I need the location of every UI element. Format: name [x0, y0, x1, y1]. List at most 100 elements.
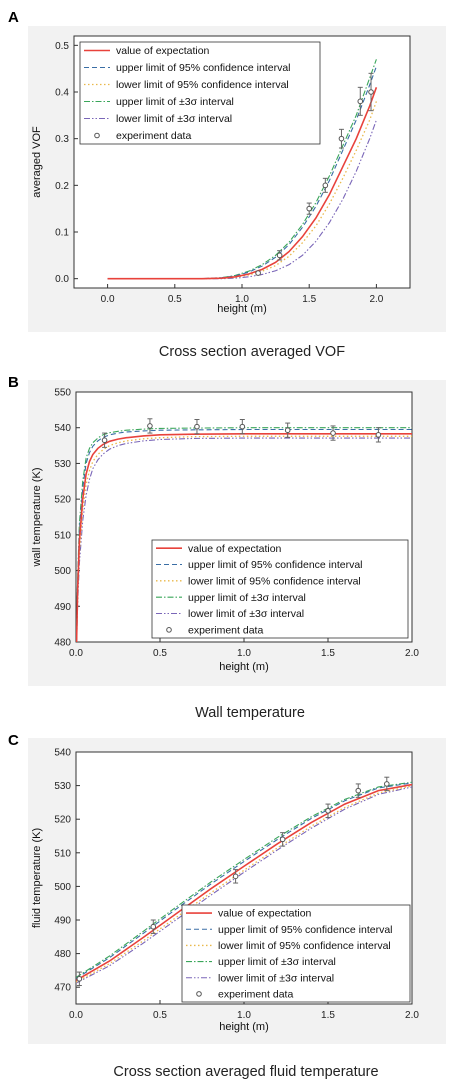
y-tick-label: 0.2 [55, 181, 69, 192]
experiment-point [325, 808, 331, 814]
y-tick-label: 0.5 [55, 41, 69, 52]
experiment-point [330, 430, 336, 436]
series-line [76, 435, 412, 642]
series-group [107, 59, 378, 280]
experiment-point [194, 423, 200, 430]
legend: value of expectation upper limit of 95% c… [151, 539, 409, 639]
panel-letter: C [8, 732, 19, 749]
panel-letter: A [8, 9, 19, 26]
legend-label: lower limit of ±3σ interval [116, 113, 232, 125]
y-axis-label: fluid temperature (K) [31, 828, 43, 928]
experiment-point [322, 182, 329, 189]
x-tick-label: 1.5 [321, 648, 335, 659]
legend: value of expectation upper limit of 95% c… [181, 904, 411, 1003]
experiment-point [375, 432, 382, 438]
legend-label: upper limit of ±3σ interval [188, 592, 306, 604]
y-axis-label: wall temperature (K) [31, 467, 43, 567]
y-tick-label: 540 [54, 748, 71, 759]
y-tick-label: 490 [54, 916, 71, 927]
legend-box [151, 539, 409, 639]
x-tick-label: 0.0 [69, 648, 83, 659]
y-tick-label: 480 [54, 638, 71, 649]
legend-label: upper limit of 95% confidence interval [218, 924, 393, 936]
legend-label: experiment data [116, 130, 191, 142]
series-line [107, 66, 377, 280]
legend-box [181, 904, 411, 1003]
x-tick-label: 0.5 [168, 294, 182, 305]
y-tick-label: 530 [54, 781, 71, 792]
x-tick-label: 0.5 [153, 1010, 167, 1021]
legend-label: value of expectation [218, 908, 312, 920]
experiment-point [279, 836, 286, 843]
experiment-point [355, 787, 362, 794]
y-tick-label: 0.4 [55, 88, 69, 99]
series-line [107, 87, 378, 280]
legend-label: lower limit of ±3σ interval [188, 608, 304, 620]
x-tick-label: 1.0 [237, 1010, 251, 1021]
y-tick-label: 480 [54, 949, 71, 960]
x-axis-label: height (m) [219, 1021, 269, 1033]
x-tick-label: 0.0 [101, 294, 115, 305]
x-tick-label: 1.0 [237, 648, 251, 659]
legend-marker [166, 627, 172, 633]
legend-label: value of expectation [116, 45, 210, 57]
experiment-point [357, 98, 364, 105]
x-tick-label: 2.0 [369, 294, 383, 305]
experiment-point [101, 437, 108, 444]
y-tick-label: 540 [54, 423, 71, 434]
x-tick-label: 1.5 [302, 294, 316, 305]
y-tick-label: 530 [54, 459, 71, 470]
legend-label: upper limit of ±3σ interval [218, 956, 336, 968]
y-tick-label: 0.1 [55, 228, 69, 239]
experiment-point [276, 252, 283, 259]
y-axis-label: averaged VOF [31, 126, 43, 198]
y-tick-label: 490 [54, 602, 71, 613]
experiment-point [255, 270, 261, 276]
series-line [76, 783, 412, 982]
caption-fluid-temperature: Cross section averaged fluid temperature [113, 1064, 378, 1080]
experiment-point [76, 976, 83, 982]
legend: value of expectation upper limit of 95% c… [79, 41, 321, 145]
series-line [107, 119, 377, 280]
experiment-point [239, 423, 246, 430]
y-tick-label: 470 [54, 983, 71, 994]
panel-letter: B [8, 374, 19, 391]
x-tick-label: 1.0 [235, 294, 249, 305]
legend-label: upper limit of ±3σ interval [116, 96, 234, 108]
series-group [76, 418, 412, 642]
experiment-point [147, 423, 153, 429]
experiment-point [368, 89, 374, 95]
legend-label: experiment data [218, 989, 293, 1001]
series-line [76, 437, 412, 642]
series-line [76, 781, 412, 978]
panel-b: B 0.0 0.5 1.0 1.5 2.0 480 490 500 510 520 530 540 550… [8, 374, 446, 686]
legend-label: experiment data [188, 624, 263, 636]
x-tick-label: 0.0 [69, 1010, 83, 1021]
series-line [76, 785, 412, 983]
experiment-point [306, 205, 313, 212]
y-tick-label: 500 [54, 882, 71, 893]
y-tick-label: 500 [54, 566, 71, 577]
x-tick-label: 2.0 [405, 648, 419, 659]
x-axis-label: height (m) [219, 661, 269, 673]
legend-label: lower limit of 95% confidence interval [116, 79, 289, 91]
legend-label: lower limit of ±3σ interval [218, 972, 334, 984]
legend-label: value of expectation [188, 543, 282, 555]
x-axis-label: height (m) [217, 303, 267, 315]
experiment-point [232, 873, 239, 880]
y-tick-label: 520 [54, 815, 71, 826]
legend-label: upper limit of 95% confidence interval [116, 62, 291, 74]
legend-marker [94, 132, 100, 139]
x-tick-label: 1.5 [321, 1010, 335, 1021]
experiment-point [150, 923, 157, 930]
caption-vof: Cross section averaged VOF [159, 344, 345, 360]
experiment-point [284, 427, 291, 434]
experiment-point [338, 135, 345, 142]
x-tick-label: 0.5 [153, 648, 167, 659]
panel-a: A 0.0 0.5 1.0 1.5 2.0 0.0 0.1 0.2 0.3 0.4 0.5 height… [8, 9, 446, 332]
series-line [76, 786, 412, 984]
legend-label: upper limit of 95% confidence interval [188, 559, 363, 571]
series-line [76, 782, 412, 979]
legend-label: lower limit of 95% confidence interval [188, 575, 361, 587]
